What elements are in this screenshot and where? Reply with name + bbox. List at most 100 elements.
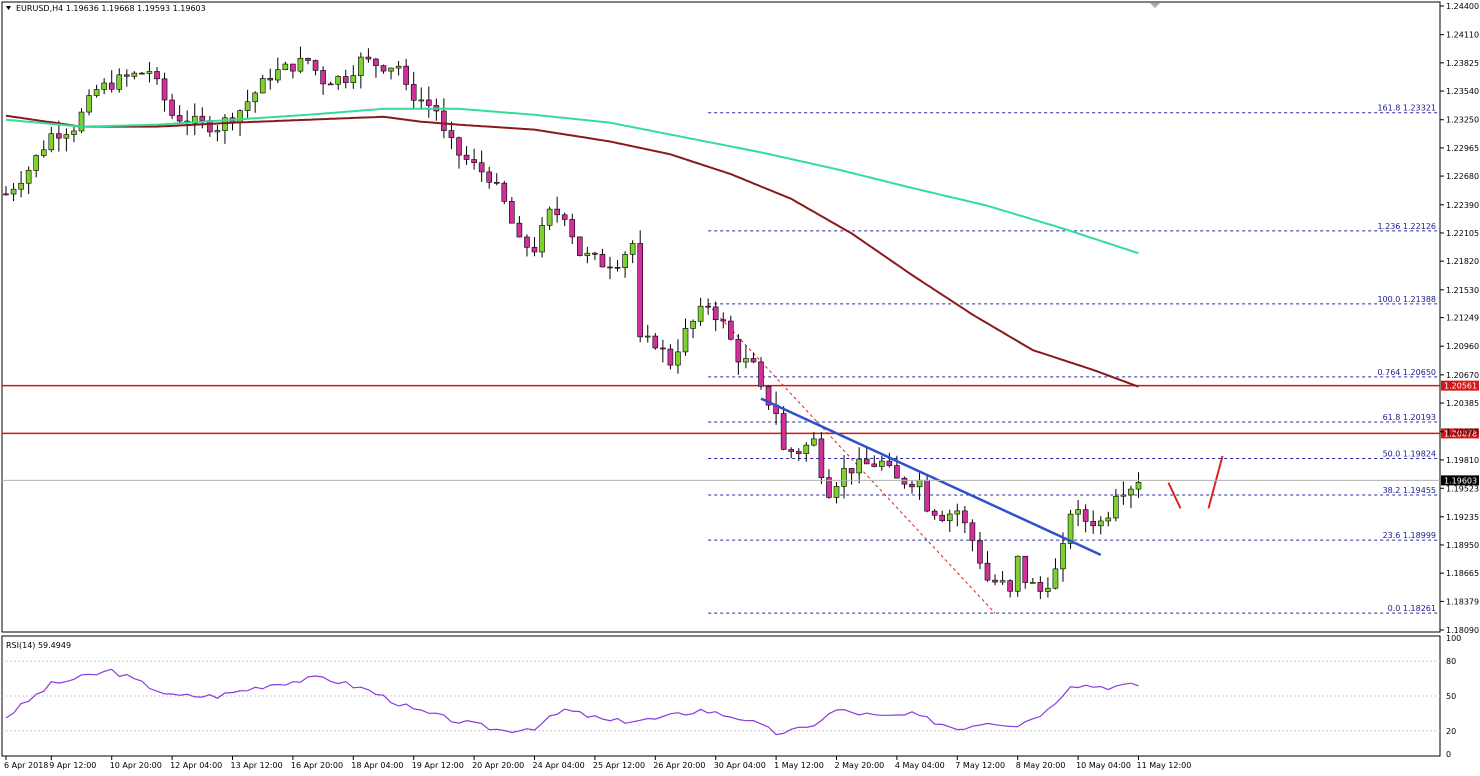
candle-bull bbox=[1045, 587, 1051, 592]
candle-bear bbox=[750, 358, 757, 363]
price-tick-label: 1.20095 bbox=[1446, 428, 1479, 437]
candle-bear bbox=[939, 514, 946, 521]
time-tick-label: 16 Apr 20:00 bbox=[291, 761, 343, 770]
candle-bull bbox=[48, 133, 55, 151]
candle-bull bbox=[86, 95, 92, 113]
rsi-tick-label: 20 bbox=[1446, 727, 1456, 736]
trendline[interactable] bbox=[760, 397, 1102, 556]
candles bbox=[3, 46, 1142, 600]
candle-bear bbox=[410, 84, 417, 101]
candle-bear bbox=[56, 133, 62, 139]
candle-bear bbox=[660, 347, 666, 350]
time-tick-label: 10 May 04:00 bbox=[1076, 761, 1131, 770]
fib-level-label: 38.2 1.19455 bbox=[1383, 486, 1436, 495]
candle-bull bbox=[629, 243, 636, 255]
candle-bear bbox=[169, 99, 175, 116]
price-tick-label: 1.23540 bbox=[1446, 87, 1479, 96]
fib-level-label: 50.0 1.19824 bbox=[1383, 450, 1436, 459]
price-tick-label: 1.19810 bbox=[1446, 456, 1479, 465]
time-tick-label: 7 May 12:00 bbox=[955, 761, 1005, 770]
moving-average-slow bbox=[5, 107, 1139, 255]
fib-level-label: 0.0 1.18261 bbox=[1388, 604, 1436, 613]
candle-bear bbox=[569, 219, 576, 238]
candle-bear bbox=[977, 540, 983, 564]
candle-bull bbox=[856, 458, 862, 474]
price-panel bbox=[1, 1, 1441, 633]
candle-bull bbox=[1135, 481, 1142, 490]
candle-bear bbox=[456, 137, 462, 156]
candle-bull bbox=[418, 99, 425, 102]
candle-bear bbox=[524, 236, 530, 248]
candle-bear bbox=[199, 115, 206, 121]
candle-bear bbox=[788, 449, 795, 452]
rsi-label: RSI(14) 59.4949 bbox=[6, 641, 71, 650]
rsi-tick-label: 100 bbox=[1446, 634, 1461, 643]
candle-bear bbox=[901, 477, 908, 485]
bearish-trendline[interactable] bbox=[760, 397, 1102, 556]
candle-bull bbox=[584, 252, 591, 256]
candle-bear bbox=[327, 83, 334, 86]
support-price-tag bbox=[1441, 428, 1479, 439]
price-tick-label: 1.21530 bbox=[1446, 286, 1479, 295]
candle-bear bbox=[780, 413, 787, 450]
candle-bear bbox=[373, 58, 379, 66]
candle-bull bbox=[388, 67, 394, 72]
candle-bull bbox=[1097, 520, 1104, 527]
rsi-line bbox=[5, 668, 1139, 736]
candle-bull bbox=[697, 305, 704, 322]
candle-bear bbox=[962, 510, 968, 524]
rsi-indicator: 100 80 50 20 0 bbox=[2, 634, 1461, 759]
candle-bull bbox=[1052, 568, 1059, 589]
current-price-tag bbox=[1441, 475, 1479, 486]
candle-bear bbox=[795, 451, 802, 454]
time-tick-label: 9 Apr 12:00 bbox=[49, 761, 96, 770]
price-tick-label: 1.22965 bbox=[1446, 144, 1479, 153]
candle-bull bbox=[395, 65, 402, 69]
candle-bear bbox=[886, 460, 893, 466]
projection-arrows bbox=[1167, 455, 1224, 509]
candle-bear bbox=[607, 266, 613, 269]
fib-level-label: 161.8 1.23321 bbox=[1377, 104, 1436, 113]
price-tick-label: 1.22680 bbox=[1446, 172, 1479, 181]
price-tick-label: 1.24110 bbox=[1446, 31, 1479, 40]
candle-bear bbox=[1037, 582, 1044, 592]
candle-bear bbox=[425, 99, 432, 106]
candle-bear bbox=[516, 222, 523, 238]
time-tick-label: 30 Apr 04:00 bbox=[714, 761, 766, 770]
candle-bull bbox=[282, 63, 289, 71]
candle-bear bbox=[863, 458, 870, 465]
candle-bear bbox=[1082, 509, 1089, 522]
candle-bear bbox=[984, 562, 991, 581]
support-price-tag-label: 1.20561 bbox=[1444, 382, 1477, 391]
candle-bear bbox=[471, 159, 477, 164]
candle-bear bbox=[969, 522, 976, 541]
time-tick-label: 6 Apr 2018 bbox=[4, 761, 48, 770]
time-tick-label: 1 May 12:00 bbox=[774, 761, 824, 770]
candle-bull bbox=[1105, 517, 1112, 522]
candle-bear bbox=[290, 63, 296, 72]
time-tick-label: 25 Apr 12:00 bbox=[593, 761, 645, 770]
candle-bull bbox=[833, 486, 840, 498]
price-tick-label: 1.20960 bbox=[1446, 342, 1479, 351]
candle-bull bbox=[244, 101, 251, 111]
current-price-label: 1.19603 bbox=[1444, 476, 1477, 485]
scroll-marker-icon[interactable] bbox=[1150, 3, 1160, 8]
price-tick-label: 1.23250 bbox=[1446, 116, 1479, 125]
candle-bull bbox=[146, 71, 153, 74]
candle-bull bbox=[350, 75, 357, 83]
candle-bull bbox=[954, 510, 961, 515]
candle-bull bbox=[1075, 509, 1081, 515]
moving-averages bbox=[5, 107, 1139, 388]
fib-level-label: 1.236 1.22126 bbox=[1377, 222, 1436, 231]
candle-bear bbox=[380, 65, 387, 72]
candle-bull bbox=[358, 56, 364, 76]
candle-bull bbox=[1128, 488, 1134, 496]
candle-bull bbox=[71, 130, 77, 135]
candle-bear bbox=[592, 252, 598, 255]
candle-bull bbox=[916, 479, 923, 488]
support-price-tag bbox=[1441, 380, 1479, 391]
candle-bear bbox=[735, 338, 742, 363]
candle-bear bbox=[871, 463, 878, 467]
candle-bear bbox=[1090, 521, 1096, 527]
